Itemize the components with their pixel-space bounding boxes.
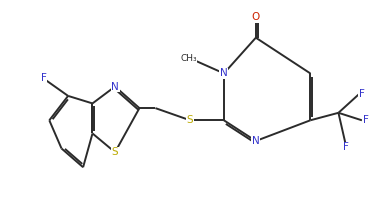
Text: N: N xyxy=(111,82,119,92)
Text: F: F xyxy=(363,115,369,125)
Text: S: S xyxy=(112,147,118,157)
Text: N: N xyxy=(220,68,228,78)
Text: F: F xyxy=(41,73,47,83)
Text: N: N xyxy=(252,136,260,146)
Text: F: F xyxy=(343,143,349,152)
Text: S: S xyxy=(187,115,193,125)
Text: O: O xyxy=(252,12,260,22)
Text: F: F xyxy=(359,89,364,99)
Text: CH₃: CH₃ xyxy=(180,54,197,63)
